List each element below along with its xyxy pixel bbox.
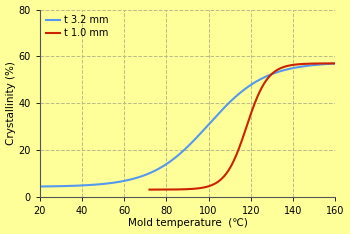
t 1.0 mm [248, 115, 252, 118]
t 1.0 mm [147, 188, 152, 191]
t 3.2 mm [333, 62, 337, 65]
t 1.0 mm [329, 62, 333, 65]
t 3.2 mm [197, 133, 202, 136]
t 1.0 mm [237, 147, 241, 150]
Y-axis label: Crystallinity (%): Crystallinity (%) [6, 61, 15, 145]
t 3.2 mm [38, 185, 42, 188]
X-axis label: Mold temperature  (℃): Mold temperature (℃) [127, 219, 247, 228]
t 3.2 mm [178, 152, 182, 155]
Line: t 1.0 mm: t 1.0 mm [149, 63, 335, 190]
Line: t 3.2 mm: t 3.2 mm [40, 64, 335, 186]
t 1.0 mm [236, 150, 240, 153]
t 3.2 mm [280, 69, 284, 72]
t 1.0 mm [333, 62, 337, 65]
t 3.2 mm [214, 115, 218, 118]
t 1.0 mm [258, 90, 262, 92]
Legend: t 3.2 mm, t 1.0 mm: t 3.2 mm, t 1.0 mm [43, 12, 111, 41]
t 3.2 mm [326, 62, 330, 65]
t 3.2 mm [180, 151, 184, 154]
t 1.0 mm [300, 63, 304, 66]
